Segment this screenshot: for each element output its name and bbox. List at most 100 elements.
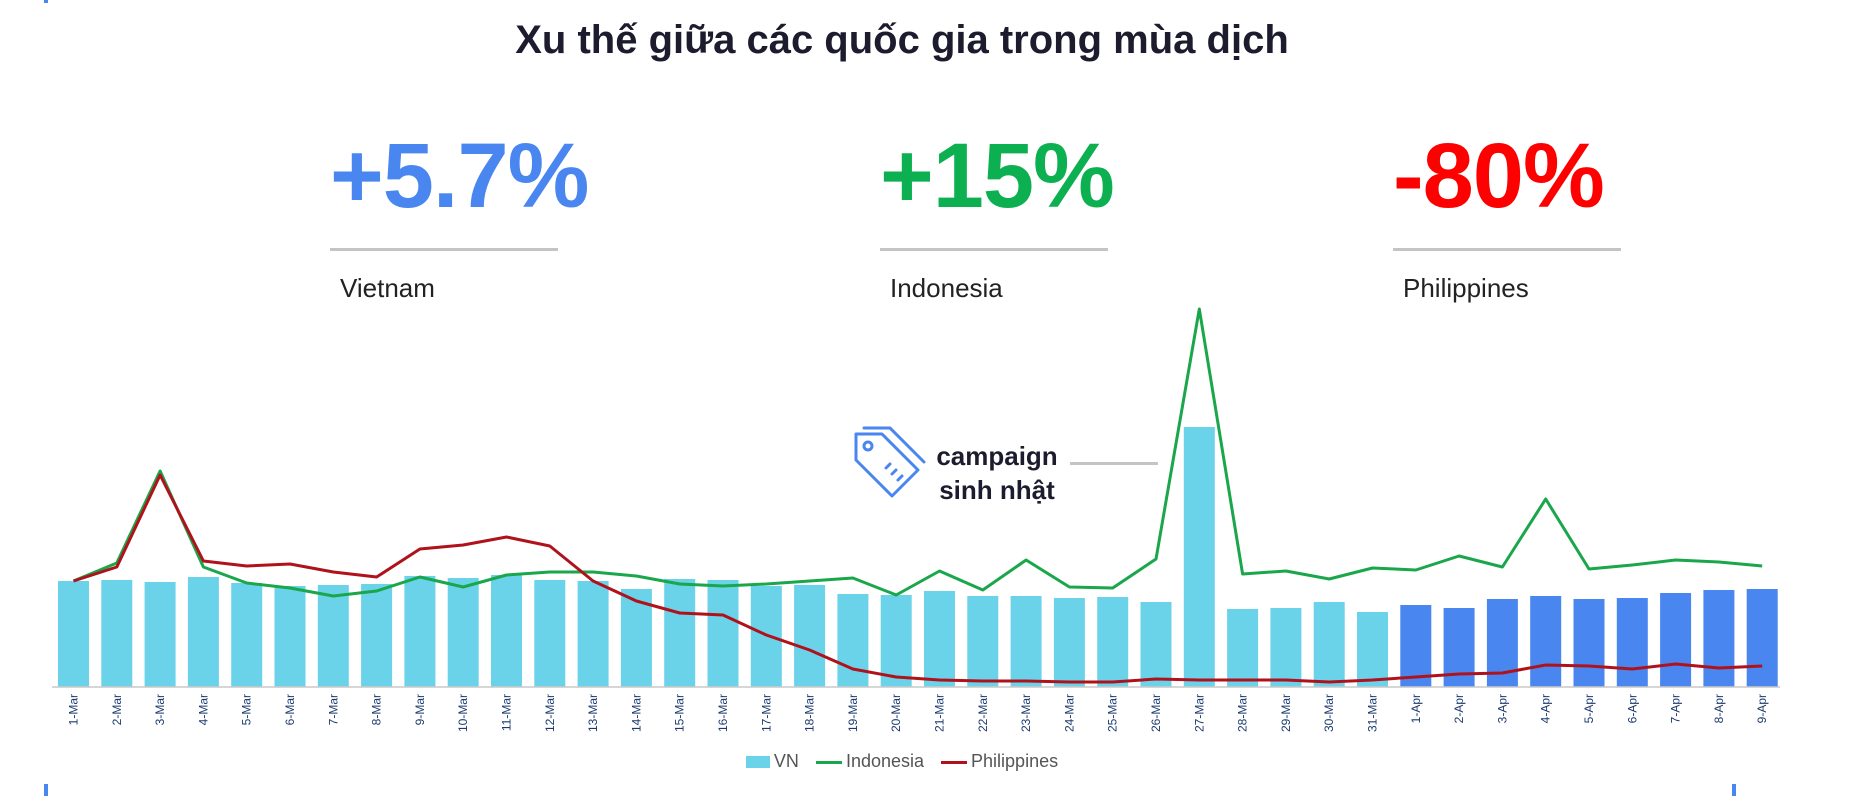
kpi-divider [330,248,558,251]
vn-bar-23-Mar [1010,596,1042,687]
x-tick-label: 15-Mar [673,694,687,732]
vn-bar-9-Apr [1746,589,1778,687]
x-tick-label: 17-Mar [759,694,773,732]
vn-bar-1-Mar [58,581,89,687]
kpi-value: -80% [1393,125,1605,227]
vn-bar-21-Mar [924,591,955,687]
x-tick-label: 30-Mar [1322,694,1336,732]
vn-bar-5-Apr [1573,599,1605,687]
kpi-label: Philippines [1403,273,1529,303]
vn-bar-13-Mar [577,581,609,687]
x-tick-label: 29-Mar [1279,694,1293,732]
x-tick-label: 8-Apr [1712,694,1726,723]
corner-mark-bottom-right [1732,784,1736,796]
x-tick-label: 1-Apr [1409,694,1423,723]
vn-bar-8-Mar [361,584,393,687]
x-tick-label: 22-Mar [976,694,990,732]
legend-label-indonesia: Indonesia [845,750,925,771]
vn-bars [58,427,1778,687]
vn-bar-25-Mar [1097,597,1129,687]
legend-swatch-indonesia [815,760,842,764]
x-tick-label: 8-Mar [370,694,384,725]
x-tick-label: 2-Apr [1452,694,1466,723]
legend-swatch-vn [745,756,770,768]
x-tick-label: 14-Mar [629,694,643,732]
corner-mark-top-left [44,0,48,3]
corner-mark-bottom-left [44,784,48,796]
kpi-vietnam: +5.7% Vietnam [330,125,589,304]
x-tick-label: 26-Mar [1149,694,1163,732]
x-tick-label: 18-Mar [803,694,817,732]
annotation-text: campaign sinh nhật [932,440,1062,508]
campaign-annotation: campaign sinh nhật [846,424,1158,505]
indonesia-line [72,307,1763,598]
x-tick-label: 27-Mar [1192,694,1206,732]
annotation-line-1: campaign [936,441,1058,471]
x-tick-label: 1-Mar [67,694,81,725]
vn-bar-4-Apr [1530,596,1562,687]
vn-bar-8-Apr [1703,590,1735,687]
x-tick-label: 7-Mar [326,694,340,725]
x-tick-label: 4-Mar [196,694,210,725]
vn-bar-28-Mar [1227,609,1259,687]
vn-bar-18-Mar [794,585,826,687]
annotation-leader-line [1070,462,1158,465]
kpi-philippines: -80% Philippines [1393,130,1633,304]
x-tick-label: 28-Mar [1236,694,1250,732]
x-tick-label: 16-Mar [716,694,730,732]
x-tick-label: 12-Mar [543,694,557,732]
x-tick-label: 5-Apr [1582,694,1596,723]
kpi-label: Indonesia [890,273,1003,303]
vn-bar-24-Mar [1053,598,1085,687]
x-tick-label: 3-Apr [1495,694,1509,723]
x-tick-label: 21-Mar [933,694,947,732]
x-tick-label: 6-Mar [283,694,297,725]
x-tick-label: 31-Mar [1366,694,1380,732]
vn-bar-31-Mar [1357,612,1388,687]
vn-bar-3-Mar [144,582,176,687]
vn-bar-12-Mar [534,580,566,687]
page-title: Xu thế giữa các quốc gia trong mùa dịch [515,18,1289,62]
legend-swatch-philippines [941,760,968,764]
vn-bar-6-Apr [1616,598,1648,687]
vn-bar-10-Mar [447,578,479,687]
vn-bar-26-Mar [1140,602,1172,687]
kpi-divider [880,248,1108,251]
x-tick-label: 24-Mar [1062,694,1076,732]
annotation-line-2: sinh nhật [939,474,1055,505]
x-tick-label: 7-Apr [1669,694,1683,723]
kpi-divider [1393,248,1621,251]
kpi-indonesia: +15% Indonesia [880,130,1120,304]
x-tick-label: 3-Mar [153,694,167,725]
x-tick-label: 25-Mar [1106,694,1120,732]
price-tag-icon [854,426,926,498]
vn-bar-6-Mar [274,586,306,687]
vn-bar-20-Mar [880,595,912,687]
vn-bar-16-Mar [707,580,739,687]
vn-bar-5-Mar [231,583,263,687]
x-tick-label: 10-Mar [456,694,470,732]
x-tick-label: 2-Mar [110,694,124,725]
vn-bar-9-Mar [404,576,436,687]
vn-bar-22-Mar [967,596,999,687]
trend-lines [72,307,1763,684]
x-tick-label: 9-Mar [413,694,427,725]
kpi-value: +15% [880,125,1115,227]
vn-bar-30-Mar [1313,602,1345,687]
x-tick-label: 11-Mar [500,694,514,731]
vn-bar-11-Mar [491,575,522,687]
legend-label-philippines: Philippines [971,750,1059,771]
vn-bar-27-Mar [1183,427,1215,687]
x-tick-label: 20-Mar [889,694,903,732]
chart-legend: VN Indonesia Philippines [0,750,1804,772]
legend-item-indonesia: Indonesia [815,750,925,772]
vn-bar-2-Mar [101,580,133,687]
x-tick-label: 9-Apr [1755,694,1769,723]
kpi-value: +5.7% [330,125,589,227]
legend-item-philippines: Philippines [941,751,1058,772]
vn-bar-15-Mar [664,579,696,687]
philippines-line [73,473,1763,684]
vn-bar-29-Mar [1270,608,1302,687]
x-tick-label: 6-Apr [1625,694,1639,723]
x-tick-label: 4-Apr [1539,694,1553,723]
